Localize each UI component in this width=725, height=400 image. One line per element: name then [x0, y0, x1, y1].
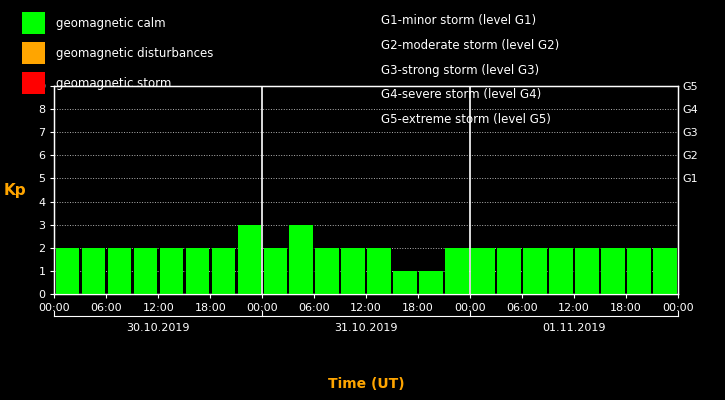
Bar	[627, 248, 650, 294]
Bar	[653, 248, 676, 294]
Text: G1-minor storm (level G1): G1-minor storm (level G1)	[381, 14, 536, 27]
Text: G2-moderate storm (level G2): G2-moderate storm (level G2)	[381, 39, 559, 52]
Bar	[523, 248, 547, 294]
Text: G4-severe storm (level G4): G4-severe storm (level G4)	[381, 88, 541, 102]
Text: 30.10.2019: 30.10.2019	[127, 323, 190, 333]
Bar	[212, 248, 235, 294]
Bar	[497, 248, 521, 294]
Bar	[601, 248, 625, 294]
Text: geomagnetic storm: geomagnetic storm	[56, 76, 171, 90]
Bar	[550, 248, 573, 294]
Text: 01.11.2019: 01.11.2019	[542, 323, 605, 333]
Bar	[160, 248, 183, 294]
Bar	[186, 248, 209, 294]
Text: 31.10.2019: 31.10.2019	[334, 323, 398, 333]
Bar	[238, 225, 261, 294]
Text: G5-extreme storm (level G5): G5-extreme storm (level G5)	[381, 113, 550, 126]
Bar	[445, 248, 469, 294]
Bar	[419, 271, 443, 294]
Bar	[82, 248, 105, 294]
Text: geomagnetic disturbances: geomagnetic disturbances	[56, 46, 213, 60]
Text: Time (UT): Time (UT)	[328, 377, 405, 391]
Bar	[133, 248, 157, 294]
Bar	[315, 248, 339, 294]
Bar	[368, 248, 391, 294]
Bar	[394, 271, 417, 294]
Bar	[341, 248, 365, 294]
Text: Kp: Kp	[3, 182, 26, 198]
Bar	[56, 248, 79, 294]
Text: G3-strong storm (level G3): G3-strong storm (level G3)	[381, 64, 539, 77]
Bar	[263, 248, 287, 294]
Bar	[289, 225, 313, 294]
Bar	[575, 248, 599, 294]
Bar	[471, 248, 494, 294]
Bar	[107, 248, 131, 294]
Text: geomagnetic calm: geomagnetic calm	[56, 16, 165, 30]
